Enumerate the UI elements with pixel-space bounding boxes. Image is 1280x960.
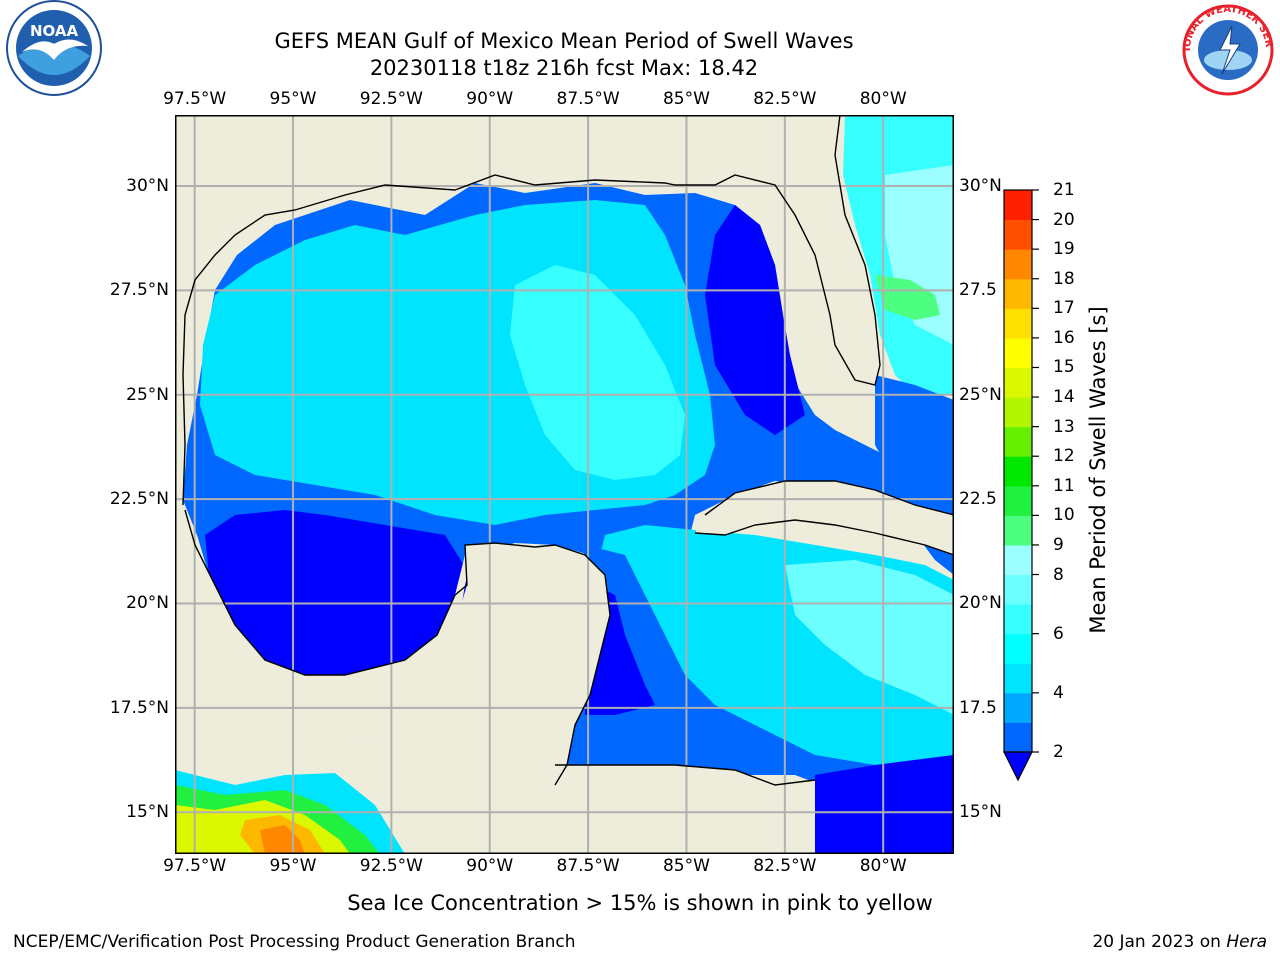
colorbar-tick-label: 15	[1053, 357, 1075, 378]
colorbar-swatch	[1004, 663, 1032, 694]
lon-tick-label: 85°W	[662, 89, 710, 109]
lon-tick-label: 82.5°W	[753, 856, 817, 876]
lon-tick-label: 80°W	[859, 89, 907, 109]
lat-tick-label: 17.5	[959, 697, 997, 718]
land-florida	[655, 115, 954, 385]
noaa-logo-text: NOAA	[30, 22, 79, 40]
swell-field-gulf-light	[510, 265, 685, 480]
lat-tick-label: 27.5°N	[109, 280, 169, 301]
footer-timestamp: 20 Jan 2023 on Hera	[1092, 932, 1267, 952]
colorbar-swatch	[1004, 337, 1032, 368]
colorbar-swatch	[1004, 426, 1032, 457]
lat-tick-label: 17.5°N	[109, 697, 169, 718]
colorbar-tick-label: 10	[1053, 505, 1075, 526]
colorbar-swatch	[1004, 722, 1032, 753]
colorbar-tick-label: 14	[1053, 387, 1075, 408]
colorbar-tick-label: 20	[1053, 209, 1075, 230]
colorbar-swatch	[1004, 485, 1032, 516]
colorbar-tick-label: 12	[1053, 446, 1075, 467]
lon-tick-label: 90°W	[466, 89, 514, 109]
lat-tick-label: 20°N	[126, 593, 169, 614]
lat-tick-label: 27.5	[959, 280, 997, 301]
swell-field-atlantic-light	[885, 165, 954, 345]
lat-tick-label: 22.5	[959, 489, 997, 510]
colorbar	[1000, 186, 1048, 786]
colorbar-swatch	[1004, 692, 1032, 723]
lat-tick-label: 20°N	[959, 593, 1002, 614]
lat-tick-label: 30°N	[126, 175, 169, 196]
lon-tick-label: 95°W	[269, 856, 317, 876]
colorbar-swatch	[1004, 278, 1032, 309]
swell-field-gulf-under	[205, 510, 470, 683]
swell-field-yucatan	[555, 545, 954, 815]
swell-field-atlantic-green	[875, 275, 940, 320]
swell-field-east-deep	[705, 205, 805, 435]
land-north-coast	[175, 115, 675, 505]
lon-tick-label: 97.5°W	[163, 856, 227, 876]
colorbar-under-extension	[1003, 751, 1033, 782]
lat-tick-label: 15°N	[959, 802, 1002, 823]
colorbar-tick-label: 16	[1053, 327, 1075, 348]
lat-tick-label: 22.5°N	[109, 489, 169, 510]
map-subtitle-forecast: 20230118 t18z 216h fcst Max: 18.42	[369, 56, 759, 80]
colorbar-tick-label: 18	[1053, 268, 1075, 289]
land-yucatan	[325, 543, 610, 854]
colorbar-swatch	[1004, 308, 1032, 339]
colorbar-swatch	[1004, 249, 1032, 280]
swell-field-southeast-under	[815, 755, 954, 854]
nws-logo: NATIONAL WEATHER SERVICE	[1176, 4, 1280, 100]
colorbar-tick-label: 2	[1053, 742, 1064, 762]
swell-field-caribbean-light	[785, 560, 954, 715]
colorbar-tick-label: 11	[1053, 475, 1075, 496]
colorbar-swatch	[1004, 367, 1032, 398]
colorbar-tick-label: 9	[1053, 534, 1064, 555]
lon-tick-label: 80°W	[859, 856, 907, 876]
lon-tick-label: 87.5°W	[556, 856, 620, 876]
colorbar-tick-label: 4	[1053, 682, 1064, 703]
map-frame	[175, 115, 954, 854]
colorbar-swatch	[1004, 397, 1032, 428]
lat-tick-label: 25°N	[959, 384, 1002, 405]
lat-tick-label: 15°N	[126, 802, 169, 823]
colorbar-swatch	[1004, 219, 1032, 250]
colorbar-label: Mean Period of Swell Waves [s]	[1086, 306, 1110, 634]
graticule	[175, 115, 954, 854]
colorbar-swatch	[1004, 544, 1032, 576]
map-title: GEFS MEAN Gulf of Mexico Mean Period of …	[274, 29, 854, 53]
map-panel	[175, 115, 954, 854]
colorbar-swatch	[1004, 456, 1032, 487]
colorbar-tick-label: 13	[1053, 416, 1075, 437]
colorbar-tick-label: 21	[1053, 180, 1075, 200]
footer-date: 20 Jan 2023 on	[1092, 932, 1227, 952]
footer-machine: Hera	[1226, 932, 1267, 952]
footer-credit: NCEP/EMC/Verification Post Processing Pr…	[13, 932, 576, 952]
lon-tick-label: 85°W	[662, 856, 710, 876]
lon-tick-label: 97.5°W	[163, 89, 227, 109]
noaa-logo: NOAA	[0, 0, 108, 100]
colorbar-tick-label: 19	[1053, 239, 1075, 260]
lon-tick-label: 95°W	[269, 89, 317, 109]
lon-tick-label: 82.5°W	[753, 89, 817, 109]
colorbar-tick-label: 8	[1053, 564, 1064, 585]
colorbar-swatch	[1004, 633, 1032, 664]
map-canvas	[175, 115, 954, 854]
colorbar-outline	[1003, 189, 1033, 753]
colorbar-swatch	[1004, 574, 1032, 605]
lon-tick-label: 87.5°W	[556, 89, 620, 109]
lon-tick-label: 92.5°W	[359, 89, 423, 109]
colorbar-swatch	[1004, 604, 1032, 635]
colorbar-tick-label: 17	[1053, 298, 1075, 319]
land-honduras	[535, 765, 815, 854]
lat-tick-label: 30°N	[959, 175, 1002, 196]
sea-ice-note: Sea Ice Concentration > 15% is shown in …	[347, 891, 933, 915]
lon-tick-label: 90°W	[466, 856, 514, 876]
colorbar-swatch	[1004, 515, 1032, 546]
colorbar-swatch	[1004, 190, 1032, 221]
lat-tick-label: 25°N	[126, 384, 169, 405]
coastlines	[182, 115, 954, 786]
colorbar-tick-label: 6	[1053, 623, 1064, 644]
swell-field-bahamas	[875, 375, 954, 505]
lon-tick-label: 92.5°W	[359, 856, 423, 876]
